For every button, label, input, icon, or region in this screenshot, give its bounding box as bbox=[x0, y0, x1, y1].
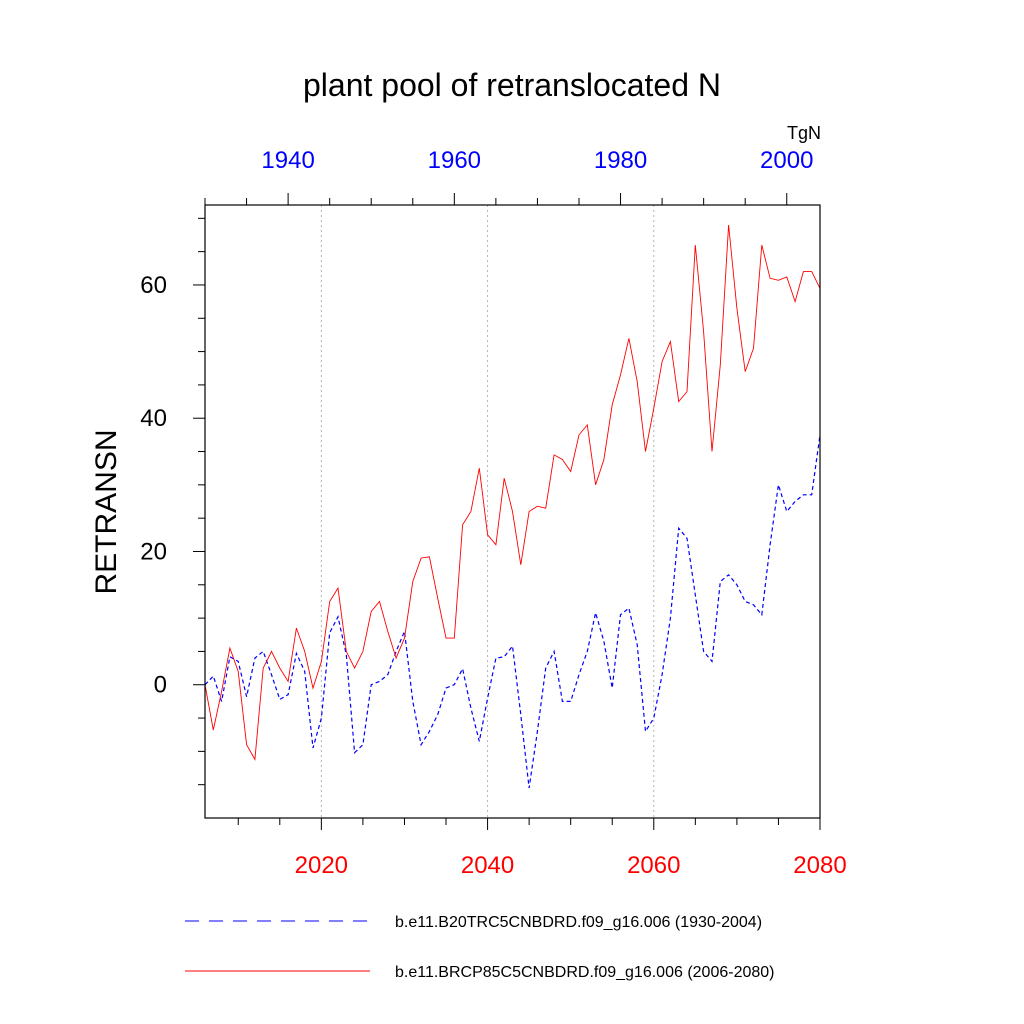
top-tick-label: 1960 bbox=[428, 147, 481, 174]
bottom-tick-label: 2020 bbox=[295, 852, 348, 879]
legend: b.e11.B20TRC5CNBDRD.f09_g16.006 (1930-20… bbox=[185, 914, 774, 981]
top-tick-label: 2000 bbox=[760, 147, 813, 174]
bottom-tick-label: 2060 bbox=[627, 852, 680, 879]
bottom-tick-label: 2080 bbox=[793, 852, 846, 879]
plot-frame bbox=[204, 204, 821, 819]
y-axis-label: RETRANSN bbox=[90, 429, 123, 594]
chart-title: plant pool of retranslocated N bbox=[303, 67, 721, 103]
grid-lines bbox=[320, 205, 655, 818]
units-label: TgN bbox=[787, 123, 821, 143]
top-tick-label: 1980 bbox=[594, 147, 647, 174]
legend-label-2: b.e11.BRCP85C5CNBDRD.f09_g16.006 (2006-2… bbox=[395, 964, 774, 981]
top-tick-label: 1940 bbox=[261, 147, 314, 174]
series-line-2 bbox=[204, 224, 821, 761]
series-group bbox=[204, 224, 821, 789]
y-tick-label: 20 bbox=[140, 538, 167, 565]
legend-label-1: b.e11.B20TRC5CNBDRD.f09_g16.006 (1930-20… bbox=[395, 914, 762, 931]
y-tick-label: 40 bbox=[140, 405, 167, 432]
y-tick-label: 60 bbox=[140, 272, 167, 299]
bottom-tick-label: 2040 bbox=[461, 852, 514, 879]
y-tick-label: 0 bbox=[154, 672, 167, 699]
series-line-1 bbox=[204, 434, 821, 789]
